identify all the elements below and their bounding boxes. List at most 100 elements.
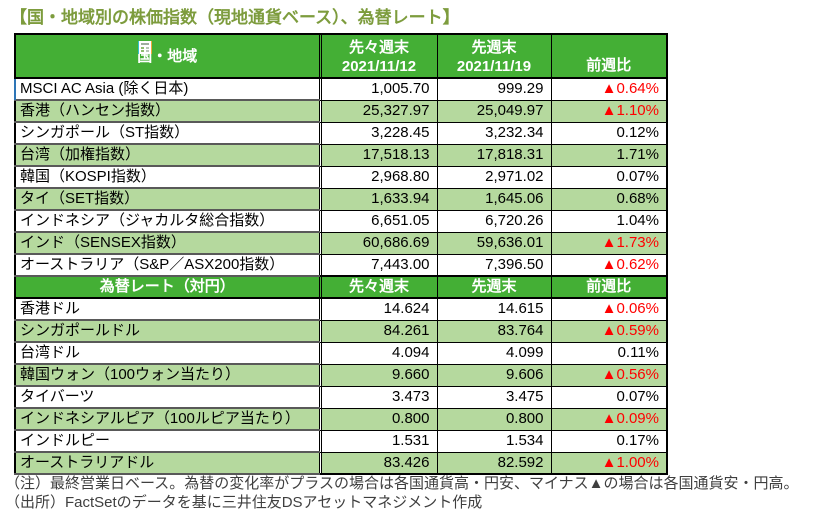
col-header-last-week-date: 2021/11/19: [456, 57, 532, 75]
name-cell: MSCI AC Asia (除く日本): [15, 78, 320, 101]
col-header-prev-week: 先々週末 2021/11/12: [320, 34, 438, 79]
name-cell: シンガポールドル: [15, 320, 320, 343]
col-header-wow-change: 前週比: [550, 34, 668, 79]
table-row: 韓国ウォン（100ウォン当たり） 9.660 9.606 ▲0.56%: [15, 364, 668, 387]
fx-col-header-rate: 為替レート（対円）: [14, 275, 320, 299]
last-week-value-cell: 3.475: [436, 386, 552, 409]
last-week-value-cell: 14.615: [436, 298, 552, 321]
table-row: 香港ドル 14.624 14.615 ▲0.06%: [15, 298, 668, 321]
prev-week-value-cell: 83.426: [320, 452, 438, 475]
col-header-prev-week-date: 2021/11/12: [341, 57, 417, 75]
name-cell: 台湾ドル: [15, 342, 320, 365]
col-header-last-week: 先週末 2021/11/19: [436, 34, 552, 79]
wow-change-cell: ▲0.59%: [550, 320, 668, 343]
index-and-fx-table: 国・地域 先々週末 2021/11/12 先週末 2021/11/19 前週比 …: [14, 33, 668, 475]
footnotes: （注）最終営業日ベース。為替の変化率がプラスの場合は各国通貨高・円安、マイナス▲…: [5, 475, 799, 512]
wow-change-cell: 0.17%: [550, 430, 668, 453]
prev-week-value-cell: 14.624: [320, 298, 438, 321]
prev-week-value-cell: 2,968.80: [320, 166, 438, 189]
name-cell: インド（SENSEX指数）: [15, 232, 320, 255]
table-row: 台湾（加権指数） 17,518.13 17,818.31 1.71%: [15, 144, 668, 167]
prev-week-value-cell: 4.094: [320, 342, 438, 365]
note-basis: （注）最終営業日ベース。為替の変化率がプラスの場合は各国通貨高・円安、マイナス▲…: [5, 475, 799, 492]
last-week-value-cell: 83.764: [436, 320, 552, 343]
fx-col-header-prev-week: 先々週末: [320, 275, 438, 299]
clipboard-artifact-grid: [141, 43, 149, 52]
last-week-value-cell: 7,396.50: [436, 254, 552, 277]
note-source: （出所）FactSetのデータを基に三井住友DSアセットマネジメント作成: [5, 493, 483, 511]
last-week-value-cell: 1.534: [436, 430, 552, 453]
wow-change-cell: 1.04%: [550, 210, 668, 233]
wow-change-cell: ▲1.73%: [550, 232, 668, 255]
last-week-value-cell: 2,971.02: [436, 166, 552, 189]
wow-change-cell: ▲1.00%: [550, 452, 668, 475]
prev-week-value-cell: 9.660: [320, 364, 438, 387]
last-week-value-cell: 82.592: [436, 452, 552, 475]
name-cell: 台湾（加権指数）: [15, 144, 320, 167]
name-cell: インドルピー: [15, 430, 320, 453]
fx-header-row: 為替レート（対円） 先々週末 先週末 前週比: [14, 275, 668, 299]
prev-week-value-cell: 6,651.05: [320, 210, 438, 233]
last-week-value-cell: 9.606: [436, 364, 552, 387]
fx-col-header-wow-change: 前週比: [550, 275, 668, 299]
prev-week-value-cell: 17,518.13: [320, 144, 438, 167]
table-row: インドネシアルピア（100ルピア当たり） 0.800 0.800 ▲0.09%: [15, 408, 668, 431]
name-cell: シンガポール（ST指数）: [15, 122, 320, 145]
table-row: オーストラリア（S&P／ASX200指数） 7,443.00 7,396.50 ▲0.…: [15, 254, 668, 277]
fx-table-body: 香港ドル 14.624 14.615 ▲0.06% シンガポールドル 84.261 83.7…: [15, 298, 668, 475]
wow-change-cell: 0.07%: [550, 166, 668, 189]
prev-week-value-cell: 7,443.00: [320, 254, 438, 277]
cell-selection-marker: [14, 79, 16, 100]
wow-change-cell: ▲0.06%: [550, 298, 668, 321]
name-cell: オーストラリア（S&P／ASX200指数）: [15, 254, 320, 277]
last-week-value-cell: 999.29: [436, 78, 552, 101]
name-cell: タイバーツ: [15, 386, 320, 409]
last-week-value-cell: 4.099: [436, 342, 552, 365]
table-row: シンガポール（ST指数） 3,228.45 3,232.34 0.12%: [15, 122, 668, 145]
last-week-value-cell: 25,049.97: [436, 100, 552, 123]
wow-change-cell: 1.71%: [550, 144, 668, 167]
prev-week-value-cell: 3,228.45: [320, 122, 438, 145]
last-week-value-cell: 0.800: [436, 408, 552, 431]
table-row: インドルピー 1.531 1.534 0.17%: [15, 430, 668, 453]
fx-table-header: 為替レート（対円） 先々週末 先週末 前週比: [14, 275, 668, 299]
table-row: タイバーツ 3.473 3.475 0.07%: [15, 386, 668, 409]
prev-week-value-cell: 0.800: [320, 408, 438, 431]
stock-table-body: MSCI AC Asia (除く日本) 1,005.70 999.29 ▲0.64% 香…: [15, 78, 668, 277]
table-row: 韓国（KOSPI指数） 2,968.80 2,971.02 0.07%: [15, 166, 668, 189]
name-cell: 香港（ハンセン指数）: [15, 100, 320, 123]
prev-week-value-cell: 1.531: [320, 430, 438, 453]
wow-change-cell: 0.68%: [550, 188, 668, 211]
table-row: タイ（SET指数） 1,633.94 1,645.06 0.68%: [15, 188, 668, 211]
wow-change-cell: ▲0.64%: [550, 78, 668, 101]
table-row: 香港（ハンセン指数） 25,327.97 25,049.97 ▲1.10%: [15, 100, 668, 123]
table-row: インドネシア（ジャカルタ総合指数） 6,651.05 6,720.26 1.04%: [15, 210, 668, 233]
data-table-container: 国・地域 先々週末 2021/11/12 先週末 2021/11/19 前週比 …: [14, 33, 668, 475]
name-cell: オーストラリアドル: [15, 452, 320, 475]
table-row: 台湾ドル 4.094 4.099 0.11%: [15, 342, 668, 365]
wow-change-cell: ▲0.62%: [550, 254, 668, 277]
stock-table-header: 国・地域 先々週末 2021/11/12 先週末 2021/11/19 前週比: [14, 34, 668, 79]
prev-week-value-cell: 84.261: [320, 320, 438, 343]
clipboard-artifact-icon: [138, 41, 152, 54]
wow-change-cell: ▲0.56%: [550, 364, 668, 387]
wow-change-cell: ▲0.09%: [550, 408, 668, 431]
prev-week-value-cell: 60,686.69: [320, 232, 438, 255]
name-cell: 韓国ウォン（100ウォン当たり）: [15, 364, 320, 387]
col-header-last-week-label: 先週末: [471, 38, 517, 56]
table-row: オーストラリアドル 83.426 82.592 ▲1.00%: [15, 452, 668, 475]
last-week-value-cell: 1,645.06: [436, 188, 552, 211]
prev-week-value-cell: 3.473: [320, 386, 438, 409]
name-cell: タイ（SET指数）: [15, 188, 320, 211]
stock-header-row: 国・地域 先々週末 2021/11/12 先週末 2021/11/19 前週比: [14, 34, 668, 79]
name-cell: 韓国（KOSPI指数）: [15, 166, 320, 189]
name-cell: インドネシア（ジャカルタ総合指数）: [15, 210, 320, 233]
wow-change-cell: 0.12%: [550, 122, 668, 145]
prev-week-value-cell: 1,005.70: [320, 78, 438, 101]
wow-change-cell: ▲1.10%: [550, 100, 668, 123]
table-row: インド（SENSEX指数） 60,686.69 59,636.01 ▲1.73%: [15, 232, 668, 255]
last-week-value-cell: 6,720.26: [436, 210, 552, 233]
table-row: MSCI AC Asia (除く日本) 1,005.70 999.29 ▲0.64%: [15, 78, 668, 101]
fx-col-header-last-week: 先週末: [436, 275, 552, 299]
